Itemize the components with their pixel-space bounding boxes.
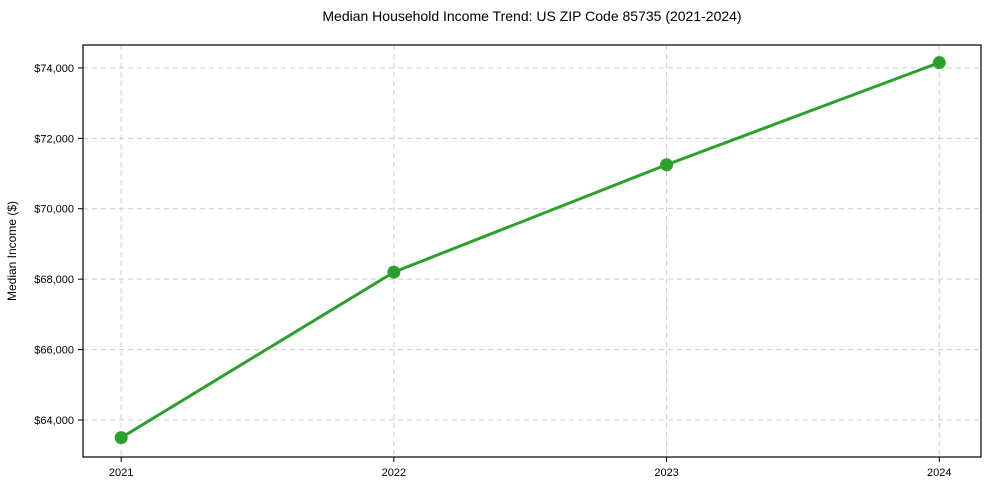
y-axis-label: Median Income ($) xyxy=(5,201,19,301)
y-tick-label: $72,000 xyxy=(34,133,74,145)
x-tick-label: 2022 xyxy=(382,467,406,479)
y-tick-label: $64,000 xyxy=(34,415,74,427)
y-tick-label: $66,000 xyxy=(34,345,74,357)
data-point-2023 xyxy=(660,158,674,172)
chart-title: Median Household Income Trend: US ZIP Co… xyxy=(322,8,741,24)
y-tick-label: $70,000 xyxy=(34,204,74,216)
data-point-2022 xyxy=(387,265,401,279)
data-point-2021 xyxy=(114,431,128,445)
x-tick-label: 2023 xyxy=(654,467,678,479)
x-tick-label: 2024 xyxy=(927,467,951,479)
y-tick-label: $68,000 xyxy=(34,274,74,286)
y-tick-label: $74,000 xyxy=(34,63,74,75)
x-tick-label: 2021 xyxy=(109,467,133,479)
trend-line xyxy=(119,61,941,440)
data-point-2024 xyxy=(932,56,946,70)
plot-border xyxy=(82,44,982,458)
